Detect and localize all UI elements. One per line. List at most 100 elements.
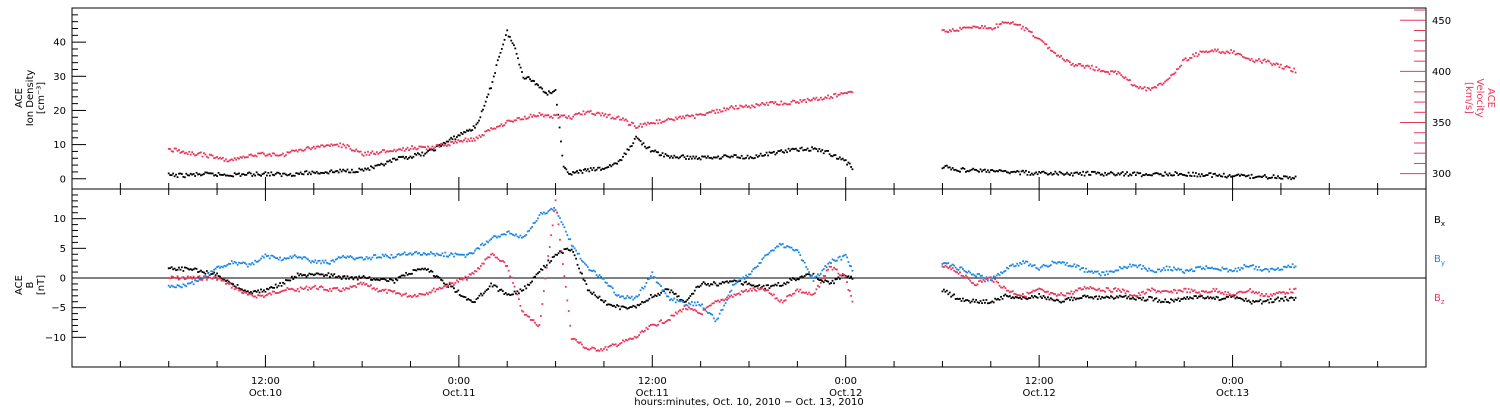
density-point [523, 77, 526, 80]
density-point [1047, 173, 1049, 176]
density-point [1249, 177, 1252, 180]
density-point [307, 173, 309, 176]
bx-point [556, 254, 558, 256]
density-point [1271, 176, 1274, 179]
velocity-point [1020, 27, 1023, 30]
by-point [236, 263, 239, 266]
velocity-point [984, 25, 986, 28]
by-point [1064, 263, 1067, 266]
by-point [181, 286, 183, 289]
velocity-point [246, 156, 249, 159]
density-point [463, 131, 465, 133]
density-point [518, 63, 521, 66]
bx-point [239, 288, 242, 290]
density-point [531, 79, 534, 82]
velocity-point [258, 152, 261, 155]
bx-point [1142, 296, 1145, 299]
velocity-point [471, 140, 474, 142]
by-point [789, 246, 791, 249]
velocity-point [361, 153, 364, 156]
by-point [1285, 266, 1288, 269]
density-point [1277, 175, 1279, 178]
by-point [342, 254, 344, 257]
bz-point [1011, 290, 1014, 293]
velocity-point [1154, 86, 1156, 88]
density-point [403, 157, 406, 160]
by-point [286, 257, 289, 260]
velocity-point [1230, 49, 1233, 51]
velocity-point [797, 102, 800, 104]
bz-point [477, 267, 479, 269]
density-point [748, 157, 750, 160]
velocity-point [428, 147, 431, 150]
by-point [349, 255, 352, 257]
density-point [1104, 171, 1106, 174]
bx-point [771, 284, 774, 287]
by-point [598, 274, 601, 277]
by-point [736, 281, 739, 284]
by-point [1175, 268, 1178, 271]
density-point [589, 167, 592, 169]
bz-point [222, 279, 224, 282]
velocity-point [668, 118, 671, 121]
by-point [510, 232, 513, 235]
bx-point [241, 288, 243, 291]
density-point [1143, 174, 1146, 177]
bx-point [526, 283, 529, 286]
velocity-point [1164, 80, 1167, 83]
bx-point [947, 293, 950, 296]
bz-point [561, 263, 564, 265]
bx-point [967, 299, 970, 302]
density-point [1032, 173, 1035, 176]
by-point [435, 252, 438, 255]
by-point [258, 259, 261, 262]
velocity-point [1190, 57, 1193, 59]
bx-point [1174, 298, 1177, 301]
bz-point [693, 308, 696, 311]
ylabel-line-2: Ion Density [25, 70, 36, 127]
bx-point [1231, 295, 1234, 298]
density-point [1033, 172, 1036, 175]
bz-point [759, 288, 762, 290]
velocity-point [172, 150, 175, 153]
velocity-point [289, 151, 292, 153]
bz-point [318, 286, 321, 288]
bx-point [230, 282, 233, 285]
by-point [767, 253, 769, 256]
velocity-point [674, 116, 677, 119]
by-point [380, 256, 383, 259]
velocity-point [1253, 61, 1256, 64]
velocity-point [604, 113, 607, 115]
density-point [963, 167, 966, 170]
by-point [844, 253, 847, 256]
velocity-point [683, 117, 686, 119]
bz-point [453, 283, 455, 286]
bx-point [399, 275, 402, 278]
by-point [847, 261, 850, 263]
bz-point [1199, 293, 1202, 296]
by-point [374, 254, 377, 256]
bz-point [796, 288, 799, 291]
bx-point [1287, 299, 1290, 302]
bx-point [984, 301, 986, 304]
velocity-point [749, 106, 752, 109]
density-point [545, 92, 548, 94]
by-point [1237, 266, 1240, 269]
velocity-point [1281, 67, 1284, 70]
velocity-point [771, 101, 774, 103]
bz-point [537, 325, 539, 328]
by-point [573, 247, 576, 250]
velocity-point [1063, 59, 1065, 62]
bz-point [287, 288, 290, 291]
density-point [605, 166, 608, 169]
bz-point [803, 292, 806, 294]
xtick-date-label: Oct.12 [1023, 388, 1056, 399]
by-point [355, 257, 358, 260]
velocity-point [792, 99, 794, 102]
bx-point [415, 269, 418, 272]
density-point [464, 131, 467, 134]
bx-point [408, 272, 410, 275]
density-point [625, 153, 627, 156]
bx-point [572, 251, 575, 253]
velocity-point [994, 27, 997, 29]
